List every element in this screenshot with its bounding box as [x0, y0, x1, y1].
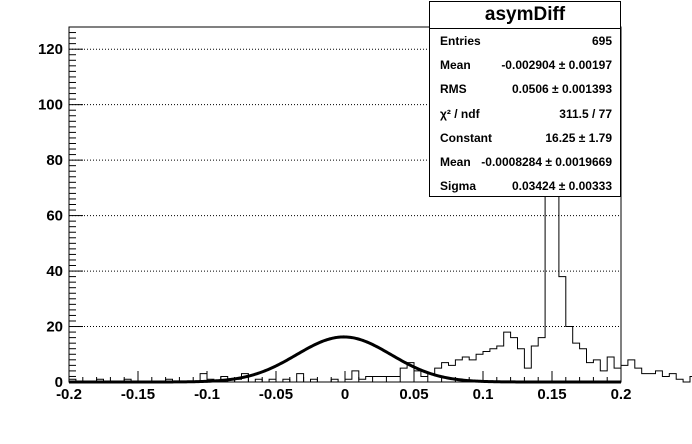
x-tick-label: 0.05	[399, 386, 428, 403]
x-tick-label: -0.1	[194, 386, 220, 403]
x-tick-label: -0.2	[56, 386, 82, 403]
stats-row-label: Sigma	[440, 179, 477, 194]
stats-row-label: Mean	[440, 154, 471, 169]
stats-row-label: Entries	[440, 34, 481, 48]
stats-row-value: 0.03424 ± 0.00333	[511, 179, 612, 194]
x-tick-label: 0	[341, 386, 349, 403]
stats-row-label: χ² / ndf	[440, 106, 480, 121]
axis-ticks	[68, 26, 622, 383]
axis-tick-labels: -0.2 -0.15 -0.1 -0.05 0 0.05 0.1 0.15 0.2 0 20 40 60…	[38, 41, 631, 403]
y-tick-label: 0	[55, 374, 63, 391]
stats-box-title: asymDiff	[430, 2, 620, 29]
x-tick-label: 0.15	[537, 386, 566, 403]
y-tick-label: 120	[38, 41, 63, 58]
stats-row: Mean -0.002904 ± 0.00197	[430, 53, 620, 77]
histogram-line	[68, 45, 692, 383]
y-tick-label: 40	[46, 263, 63, 280]
stats-row: Constant 16.25 ± 1.79	[430, 126, 620, 150]
stats-rows: Entries 695 Mean -0.002904 ± 0.00197 RMS 0.05…	[430, 29, 620, 198]
stats-row-label: RMS	[440, 82, 467, 97]
x-tick-label: -0.05	[259, 386, 293, 403]
stats-row: χ² / ndf 311.5 / 77	[430, 102, 620, 126]
stats-row-label: Constant	[440, 130, 492, 145]
stats-row: Entries 695	[430, 29, 620, 53]
y-tick-label: 100	[38, 97, 63, 114]
y-tick-label: 20	[46, 319, 63, 336]
y-tick-label: 80	[46, 152, 63, 169]
y-tick-label: 60	[46, 208, 63, 225]
stats-row-value: 695	[591, 34, 612, 48]
stats-row: Sigma 0.03424 ± 0.00333	[430, 174, 620, 198]
x-tick-label: 0.1	[473, 386, 494, 403]
stats-row: RMS 0.0506 ± 0.001393	[430, 77, 620, 101]
stats-row-value: 311.5 / 77	[559, 106, 612, 121]
stats-box: asymDiff Entries 695 Mean -0.002904 ± 0.001…	[429, 1, 621, 197]
stats-row-label: Mean	[440, 58, 471, 73]
stats-row: Mean -0.0008284 ± 0.0019669	[430, 150, 620, 174]
stats-row-value: 16.25 ± 1.79	[545, 130, 612, 145]
gaussian-fit-curve	[69, 335, 621, 384]
stats-row-value: -0.002904 ± 0.00197	[501, 58, 612, 73]
stats-row-value: 0.0506 ± 0.001393	[511, 82, 612, 97]
x-tick-label: -0.15	[121, 386, 155, 403]
x-tick-label: 0.2	[611, 386, 632, 403]
stats-row-value: -0.0008284 ± 0.0019669	[481, 154, 612, 169]
